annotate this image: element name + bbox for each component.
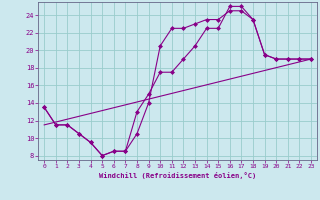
X-axis label: Windchill (Refroidissement éolien,°C): Windchill (Refroidissement éolien,°C) bbox=[99, 172, 256, 179]
